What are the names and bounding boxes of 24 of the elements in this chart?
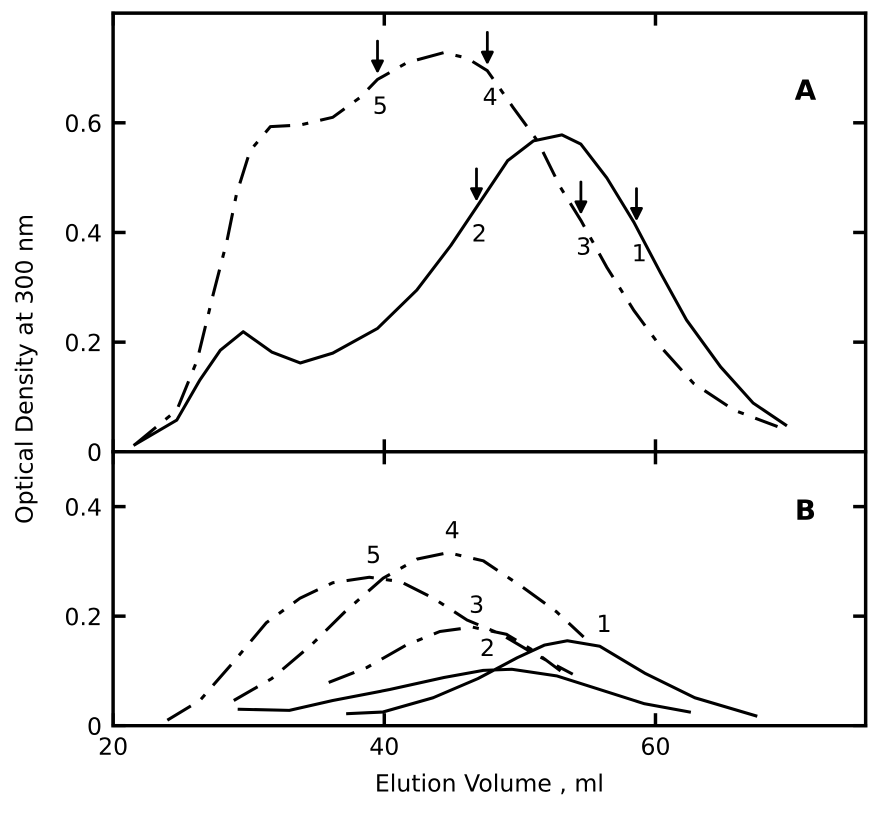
annotation: 4: [484, 88, 496, 105]
annotation: 4: [446, 521, 458, 538]
annotation: B: [797, 499, 814, 520]
x-tick-label: 40: [370, 737, 398, 756]
y-tick-label: 0: [88, 443, 100, 462]
annotation: 3: [578, 237, 590, 256]
annotation: 2: [473, 224, 484, 242]
y-tick-label: 0.2: [66, 608, 100, 626]
x-tick-label: 20: [100, 737, 127, 756]
x-tick-label: 60: [642, 737, 669, 756]
y-tick-label: 0.4: [66, 224, 101, 242]
annotation: 5: [374, 96, 386, 114]
y-tick-label: 0.2: [66, 334, 100, 352]
annotation: 2: [482, 638, 493, 656]
annotation: 1: [634, 244, 645, 262]
annotation: A: [794, 80, 816, 100]
annotation: 1: [599, 614, 610, 632]
y-tick-label: 0: [88, 717, 100, 736]
y-axis-title: Optical Density at 300 nm: [14, 216, 38, 523]
y-tick-label: 0.6: [66, 114, 101, 132]
annotation: 5: [368, 546, 379, 564]
x-axis-title: Elution Volume , ml: [377, 774, 602, 794]
annotation: 3: [470, 595, 482, 614]
y-tick-label: 0.4: [66, 498, 101, 516]
